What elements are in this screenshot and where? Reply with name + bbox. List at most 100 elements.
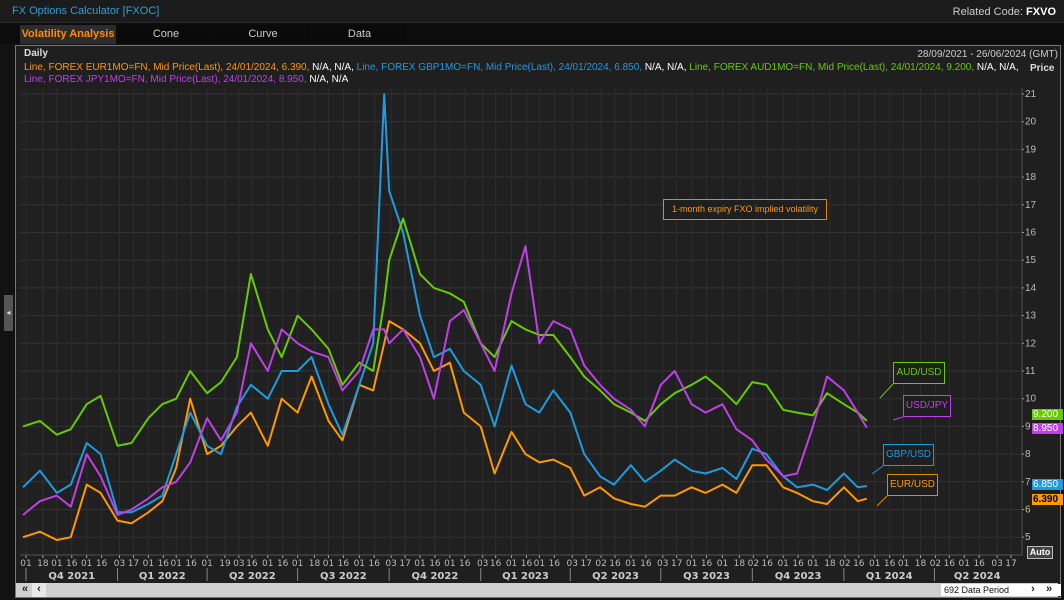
x-tick-label: 01 [81,559,92,569]
x-tick-label: 03 [991,559,1002,569]
auto-scale-button[interactable]: Auto [1027,546,1053,559]
x-tick-label: 01 [869,559,880,569]
last-value-gbp: 6.850 [1032,479,1063,490]
x-tick-label: 01 [292,559,303,569]
tab-cone[interactable]: Cone [118,25,214,44]
x-tick-label: 01 [959,559,970,569]
x-tick-label: 16 [973,559,985,569]
related-code[interactable]: Related Code: FXVO [953,6,1056,18]
x-tick-label: 18 [824,559,836,569]
series-line-aud-usd [22,217,868,447]
chart-legend: Line, FOREX EUR1MO=FN, Mid Price(Last), … [24,62,1019,86]
x-tick-label: 16 [884,559,896,569]
x-tick-label: 16 [762,559,774,569]
x-tick-label: 01 [807,559,818,569]
last-value-aud: 9.200 [1032,409,1063,420]
x-tick-label: 18 [37,559,49,569]
scroll-last-button[interactable]: » [1045,583,1053,595]
quarter-label: Q1 2022 [139,571,186,582]
legend-row-1: Line, FOREX EUR1MO=FN, Mid Price(Last), … [24,62,1019,74]
x-tick-label: 03 [114,559,125,569]
x-tick-label: 16 [185,559,197,569]
scroll-next-button[interactable]: › [1031,583,1035,595]
legend-gbp-na: N/A, N/A, [642,62,687,73]
quarter-label: Q2 2022 [229,571,276,582]
x-tick-label: 03 [477,559,488,569]
y-axis-title: Price [1030,63,1055,74]
quarter-label: Q3 2022 [320,571,367,582]
x-tick-label: 16 [338,559,350,569]
y-tick-label: 10 [1025,394,1037,405]
y-tick-label: 5 [1025,532,1031,543]
y-tick-label: 20 [1025,117,1037,128]
x-tick-label: 01 [717,559,728,569]
legend-eur[interactable]: Line, FOREX EUR1MO=FN, Mid Price(Last), … [24,62,310,73]
y-tick-label: 12 [1025,338,1037,349]
x-tick-label: 01 [414,559,425,569]
x-tick-label: 01 [201,559,212,569]
x-tick-label: 16 [609,559,621,569]
x-tick-label: 16 [459,559,471,569]
x-tick-label: 17 [1005,559,1016,569]
related-code-label: Related Code: [952,6,1023,18]
y-tick-label: 9 [1025,421,1031,432]
title-bar: FX Options Calculator [FXOC] Related Cod… [0,0,1064,23]
scroll-first-button[interactable]: « [21,583,29,595]
time-scrollbar[interactable]: « ‹ 692 Data Period › » [16,583,1061,597]
x-tick-label: 19 [219,559,231,569]
tab-data[interactable]: Data [312,25,407,44]
tab-bar: Volatility Analysis Cone Curve Data [0,23,1064,44]
x-tick-label: 01 [323,559,334,569]
x-tick-label: 16 [66,559,78,569]
y-tick-label: 7 [1025,477,1031,488]
x-tick-label: 16 [277,559,289,569]
series-label-gbp[interactable]: GBP/USD [883,444,934,466]
x-tick-label: 16 [246,559,258,569]
x-tick-label: 16 [96,559,108,569]
series-line-gbp-usd [22,93,867,514]
x-tick-label: 02 [748,559,759,569]
x-tick-label: 16 [549,559,561,569]
x-tick-label: 18 [915,559,927,569]
y-tick-label: 21 [1025,89,1037,100]
plot-area [20,88,1022,555]
x-tick-label: 17 [580,559,591,569]
x-tick-label: 16 [853,559,865,569]
scroll-prev-button[interactable]: ‹ [32,583,46,597]
x-tick-label: 01 [534,559,545,569]
y-tick-label: 8 [1025,449,1031,460]
series-label-aud[interactable]: AUD/USD [893,362,945,384]
x-tick-label: 16 [792,559,804,569]
series-label-jpy[interactable]: USD/JPY [903,395,951,417]
side-panel-handle[interactable]: ◂ [4,295,13,331]
x-tick-label: 01 [444,559,455,569]
legend-aud[interactable]: Line, FOREX AUD1MO=FN, Mid Price(Last), … [686,62,975,73]
x-tick-label: 01 [777,559,788,569]
x-tick-label: 16 [640,559,652,569]
tab-volatility-analysis[interactable]: Volatility Analysis [20,25,116,44]
related-code-value[interactable]: FXVO [1026,6,1056,18]
tab-curve[interactable]: Curve [215,25,311,44]
x-tick-label: 01 [20,559,31,569]
x-tick-label: 16 [944,559,956,569]
x-tick-label: 03 [385,559,396,569]
x-tick-label: 16 [490,559,502,569]
x-tick-label: 16 [158,559,170,569]
chart-annotation[interactable]: 1-month expiry FXO implied volatility [663,199,827,220]
legend-gbp[interactable]: Line, FOREX GBP1MO=FN, Mid Price(Last), … [353,62,643,73]
x-tick-label: 03 [567,559,578,569]
y-tick-label: 11 [1025,366,1036,377]
x-tick-label: 03 [657,559,668,569]
x-tick-label: 03 [233,559,244,569]
x-tick-label: 16 [701,559,713,569]
quarter-label: Q4 2022 [412,571,459,582]
series-label-eur[interactable]: EUR/USD [887,474,938,496]
x-tick-label: 17 [399,559,410,569]
x-tick-label: 01 [143,559,154,569]
x-tick-label: 17 [128,559,139,569]
legend-jpy-na: N/A, N/A [306,74,349,85]
x-tick-label: 01 [686,559,697,569]
label-connector [879,383,894,399]
legend-jpy[interactable]: Line, FOREX JPY1MO=FN, Mid Price(Last), … [24,74,307,85]
